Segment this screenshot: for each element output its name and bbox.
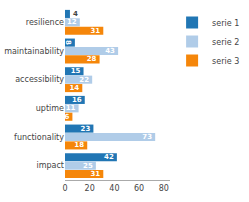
svg-text:uptime: uptime	[36, 104, 64, 113]
svg-text:22: 22	[79, 76, 89, 84]
svg-text:8: 8	[64, 40, 72, 45]
svg-text:11: 11	[66, 104, 76, 112]
svg-text:resilience: resilience	[26, 18, 64, 27]
svg-text:40: 40	[109, 184, 119, 193]
svg-text:accessibility: accessibility	[15, 75, 64, 84]
svg-text:31: 31	[90, 170, 100, 178]
svg-text:31: 31	[90, 27, 100, 35]
svg-text:60: 60	[134, 184, 144, 193]
svg-text:43: 43	[105, 47, 115, 55]
svg-text:impact: impact	[36, 161, 64, 170]
svg-text:25: 25	[83, 162, 93, 170]
svg-text:23: 23	[81, 125, 91, 133]
svg-text:18: 18	[74, 141, 84, 149]
svg-text:20: 20	[85, 184, 95, 193]
svg-text:12: 12	[67, 18, 77, 26]
svg-text:0: 0	[62, 184, 67, 193]
svg-text:6: 6	[64, 113, 69, 121]
svg-text:maintainability: maintainability	[4, 47, 64, 56]
svg-text:28: 28	[87, 55, 97, 63]
svg-text:80: 80	[159, 184, 169, 193]
svg-text:serie 2: serie 2	[212, 38, 239, 47]
svg-text:14: 14	[69, 84, 79, 92]
svg-text:serie 1: serie 1	[212, 19, 239, 28]
svg-text:16: 16	[72, 96, 82, 104]
svg-text:4: 4	[73, 10, 78, 18]
svg-text:73: 73	[142, 133, 152, 141]
svg-text:functionality: functionality	[14, 133, 64, 142]
svg-text:serie 3: serie 3	[212, 57, 239, 66]
svg-text:15: 15	[71, 67, 81, 75]
svg-text:42: 42	[104, 153, 114, 161]
